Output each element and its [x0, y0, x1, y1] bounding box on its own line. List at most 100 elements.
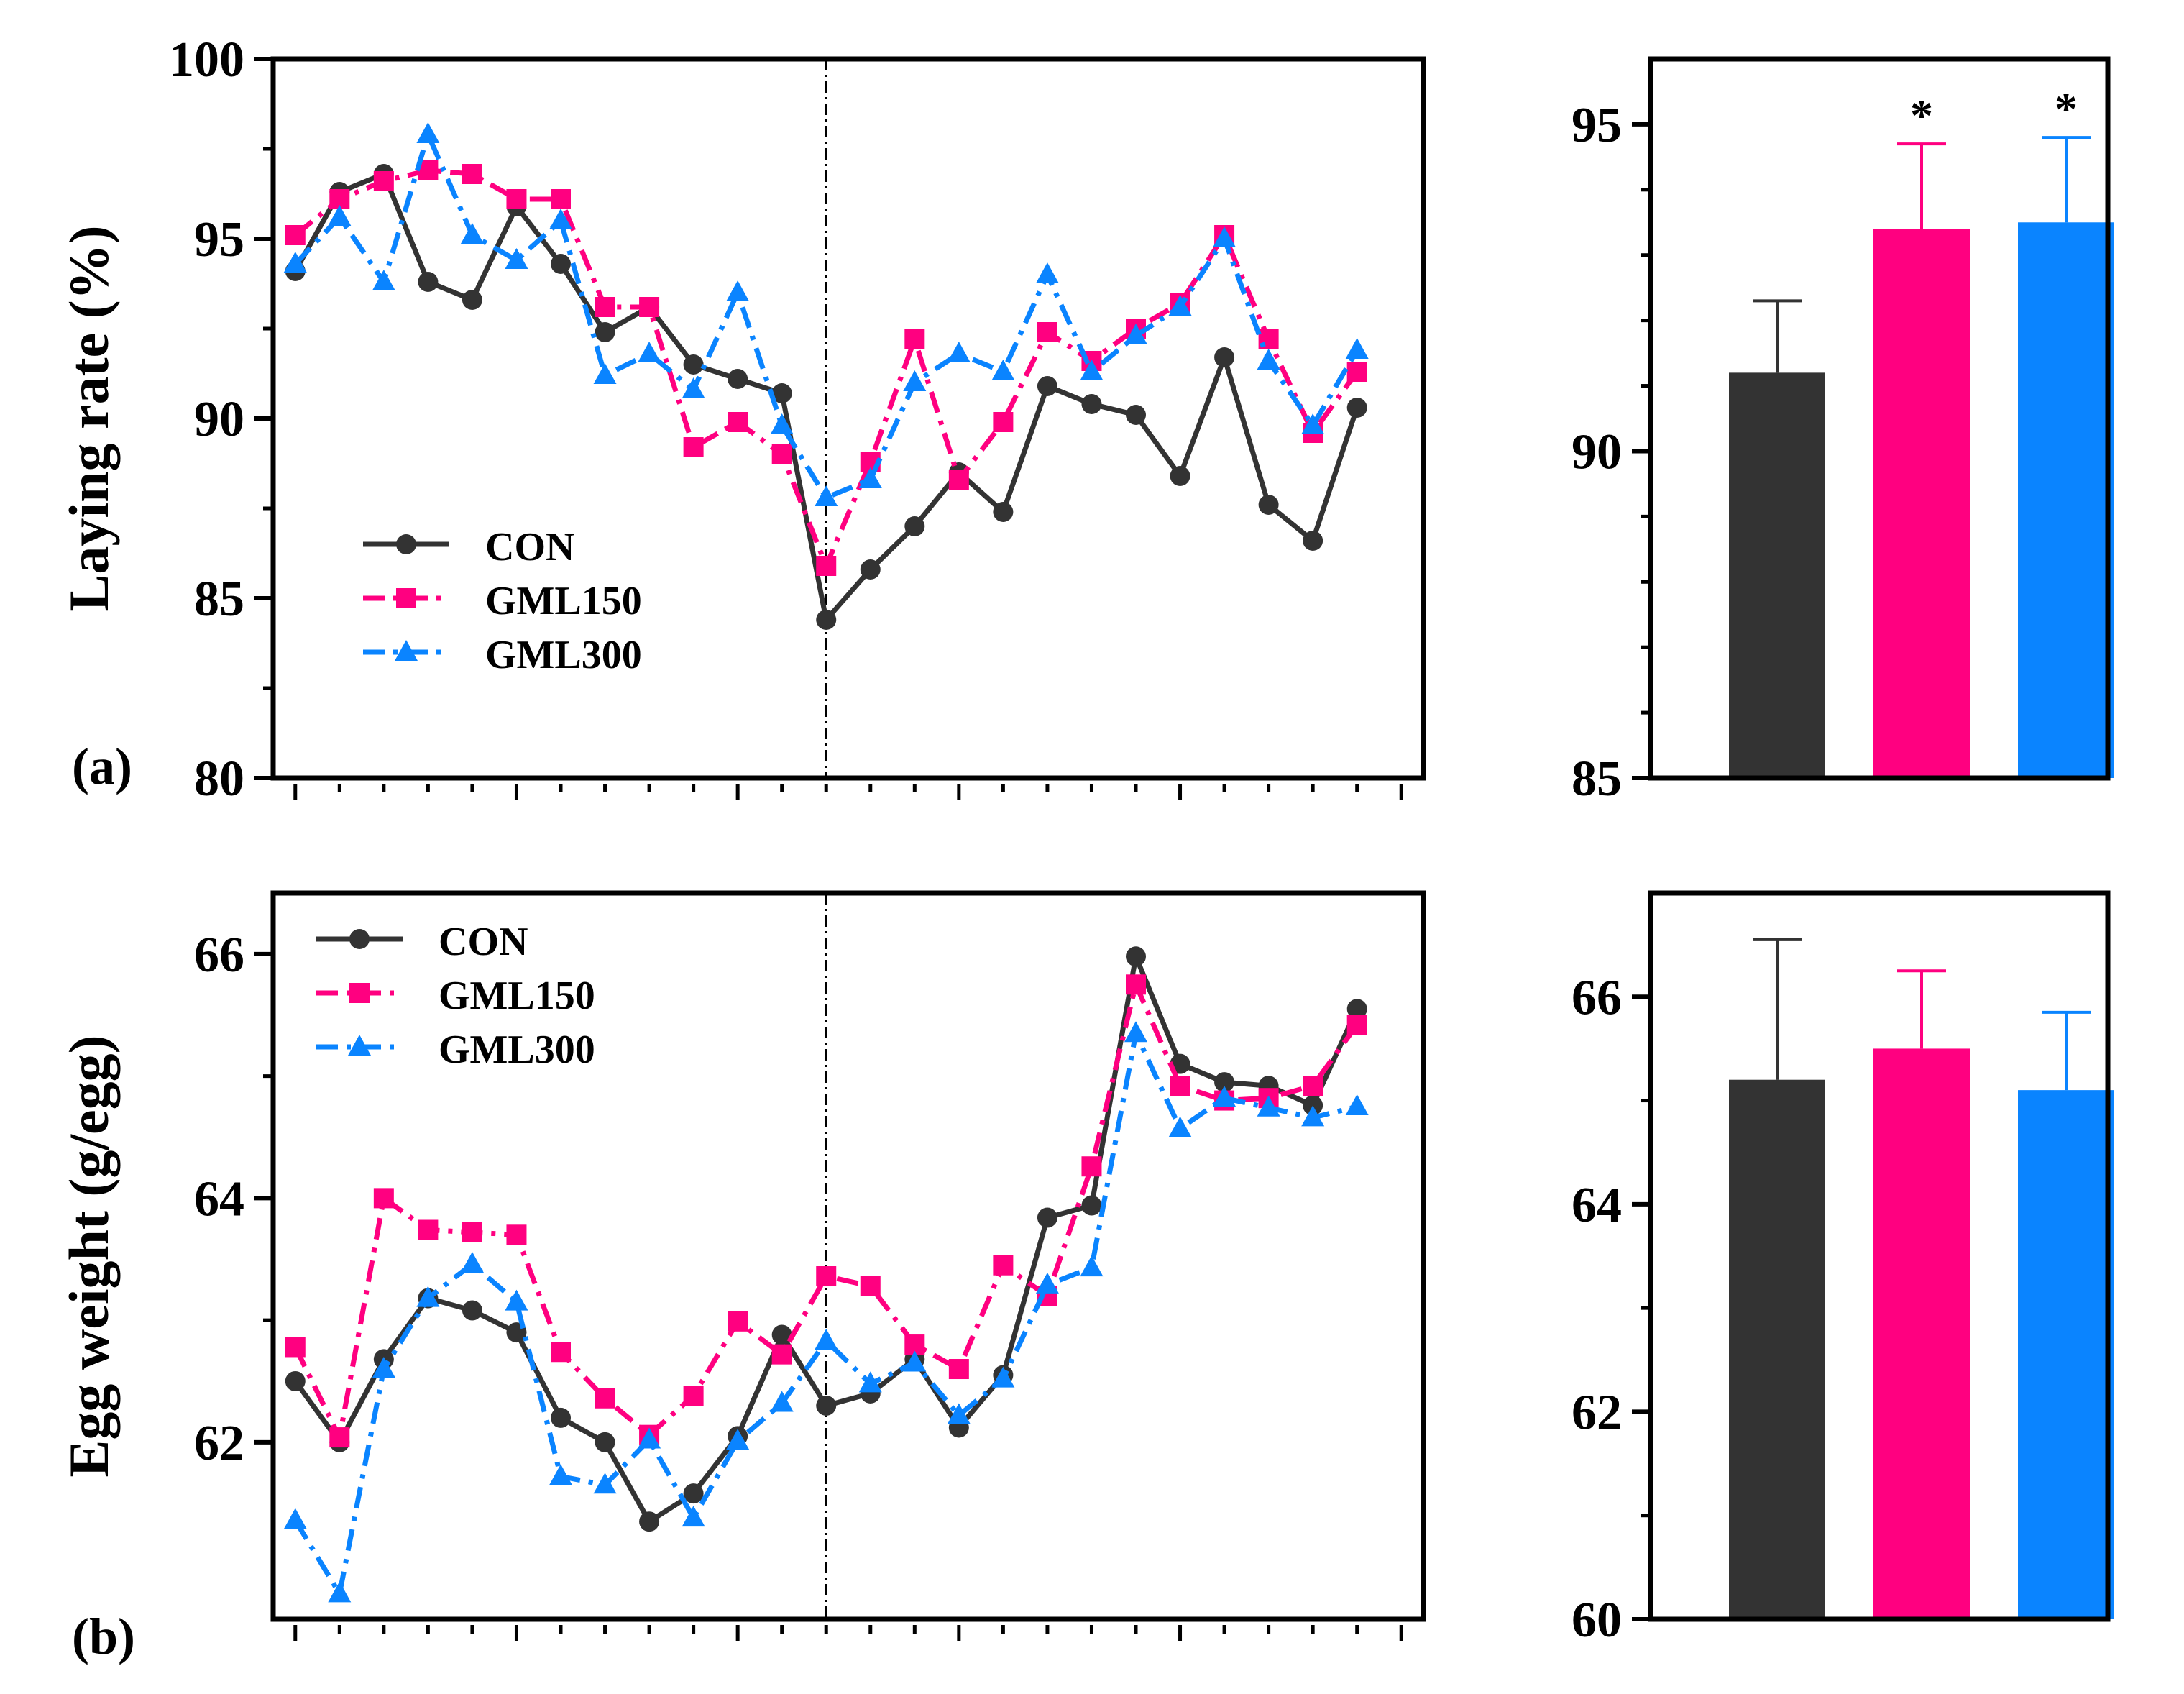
bar-gml150	[1873, 1048, 1970, 1619]
data-point-gml300	[1035, 262, 1059, 283]
data-point-con	[462, 290, 482, 310]
data-point-con	[683, 1483, 704, 1504]
data-point-gml300	[372, 270, 395, 290]
y-tick-label: 62	[194, 1416, 244, 1471]
y-tick-label: 100	[169, 32, 244, 88]
data-point-con	[1214, 347, 1235, 367]
legend-label-gml150: GML150	[485, 579, 642, 623]
data-point-gml150	[993, 1255, 1014, 1276]
data-point-gml150	[683, 437, 704, 457]
legend-label-gml300: GML300	[485, 633, 642, 677]
data-point-gml150	[948, 470, 969, 490]
data-point-con	[1037, 1207, 1057, 1228]
y-tick-label: 85	[1572, 751, 1622, 807]
bar-gml300	[2018, 222, 2114, 779]
data-point-gml300	[328, 1581, 352, 1603]
data-point-gml300	[1301, 1105, 1325, 1127]
data-point-gml300	[549, 1464, 572, 1485]
y-tick-label: 85	[194, 572, 244, 627]
egg-weight-bar-chart: 60 62 64 66	[1572, 890, 2114, 1648]
data-point-gml150	[1170, 1076, 1190, 1096]
y-tick-label: 90	[194, 392, 244, 447]
plot-frame	[1648, 890, 2111, 1622]
legend-marker-con	[349, 929, 370, 949]
data-point-gml300	[1168, 1116, 1192, 1137]
y-tick-label: 95	[1572, 98, 1622, 153]
data-point-con	[1303, 531, 1323, 551]
data-point-con	[860, 559, 881, 580]
legend-label-gml300: GML300	[439, 1027, 595, 1072]
y-tick-label: 62	[1572, 1385, 1622, 1440]
legend-label-gml150: GML150	[439, 974, 595, 1018]
data-point-gml300	[1035, 1272, 1059, 1294]
data-point-con	[1126, 946, 1146, 967]
data-point-con	[816, 1395, 837, 1416]
data-point-gml300	[1080, 360, 1104, 380]
data-point-gml150	[285, 1337, 306, 1358]
data-point-gml300	[770, 1391, 794, 1412]
data-point-con	[728, 369, 748, 389]
egg-weight-line-chart: 62 64 66 Egg weight (g/egg) CON GML150 GML300	[58, 890, 1426, 1641]
data-point-gml300	[593, 1473, 617, 1494]
significance-marker: *	[1910, 90, 1933, 141]
data-point-con	[551, 254, 571, 274]
data-point-gml300	[283, 1508, 307, 1529]
data-point-gml150	[771, 444, 792, 464]
data-point-gml300	[1301, 413, 1325, 434]
data-point-gml150	[329, 1427, 350, 1448]
data-point-con	[1037, 376, 1057, 396]
significance-marker: *	[2055, 83, 2078, 134]
data-point-con	[1081, 394, 1102, 414]
data-point-gml150	[285, 225, 306, 245]
y-tick-label: 64	[1572, 1178, 1622, 1233]
data-point-con	[993, 502, 1014, 522]
data-point-con	[595, 322, 615, 342]
y-tick-label: 66	[194, 928, 244, 983]
data-point-gml300	[1213, 1086, 1236, 1107]
data-point-con	[1346, 999, 1367, 1020]
data-point-gml150	[373, 1188, 394, 1209]
data-point-gml150	[771, 1344, 792, 1365]
y-tick-label: 64	[194, 1171, 244, 1227]
data-point-gml150	[860, 1276, 881, 1296]
data-point-gml300	[682, 1506, 705, 1527]
data-point-con	[418, 272, 439, 292]
data-point-gml300	[858, 467, 882, 488]
data-point-gml300	[903, 1350, 927, 1372]
data-point-gml150	[728, 1311, 748, 1332]
data-point-gml300	[1257, 1095, 1280, 1117]
data-point-gml300	[770, 413, 794, 434]
data-point-gml300	[416, 122, 440, 143]
data-point-gml300	[505, 1289, 528, 1311]
data-point-gml300	[1124, 324, 1147, 344]
data-point-gml150	[1126, 974, 1146, 995]
data-point-con	[1258, 495, 1279, 515]
data-point-gml300	[638, 342, 661, 362]
data-point-gml300	[372, 1357, 395, 1378]
data-point-gml300	[328, 205, 352, 226]
data-point-gml150	[816, 556, 837, 576]
plot-frame	[270, 890, 1426, 1622]
data-point-gml300	[726, 1429, 750, 1450]
panel-b-label: (b)	[72, 1608, 135, 1665]
bar-con	[1729, 1079, 1825, 1619]
data-point-gml300	[593, 363, 617, 384]
data-point-gml300	[858, 1371, 882, 1393]
data-point-gml300	[991, 360, 1015, 380]
y-tick-label: 90	[1572, 424, 1622, 480]
data-point-gml150	[993, 412, 1014, 432]
y-axis-label: Egg weight (g/egg)	[58, 1035, 120, 1477]
data-point-gml300	[460, 223, 484, 244]
data-point-con	[285, 1370, 306, 1391]
data-point-gml150	[373, 171, 394, 191]
data-point-gml150	[904, 329, 925, 349]
data-point-gml300	[1168, 295, 1192, 316]
legend-marker-gml150	[396, 588, 416, 608]
data-point-gml150	[462, 1222, 482, 1242]
legend-label-con: CON	[439, 920, 528, 964]
data-point-gml300	[815, 1328, 838, 1350]
y-tick-label: 80	[194, 751, 244, 807]
data-point-con	[1214, 1072, 1235, 1093]
data-point-gml300	[1345, 338, 1369, 359]
